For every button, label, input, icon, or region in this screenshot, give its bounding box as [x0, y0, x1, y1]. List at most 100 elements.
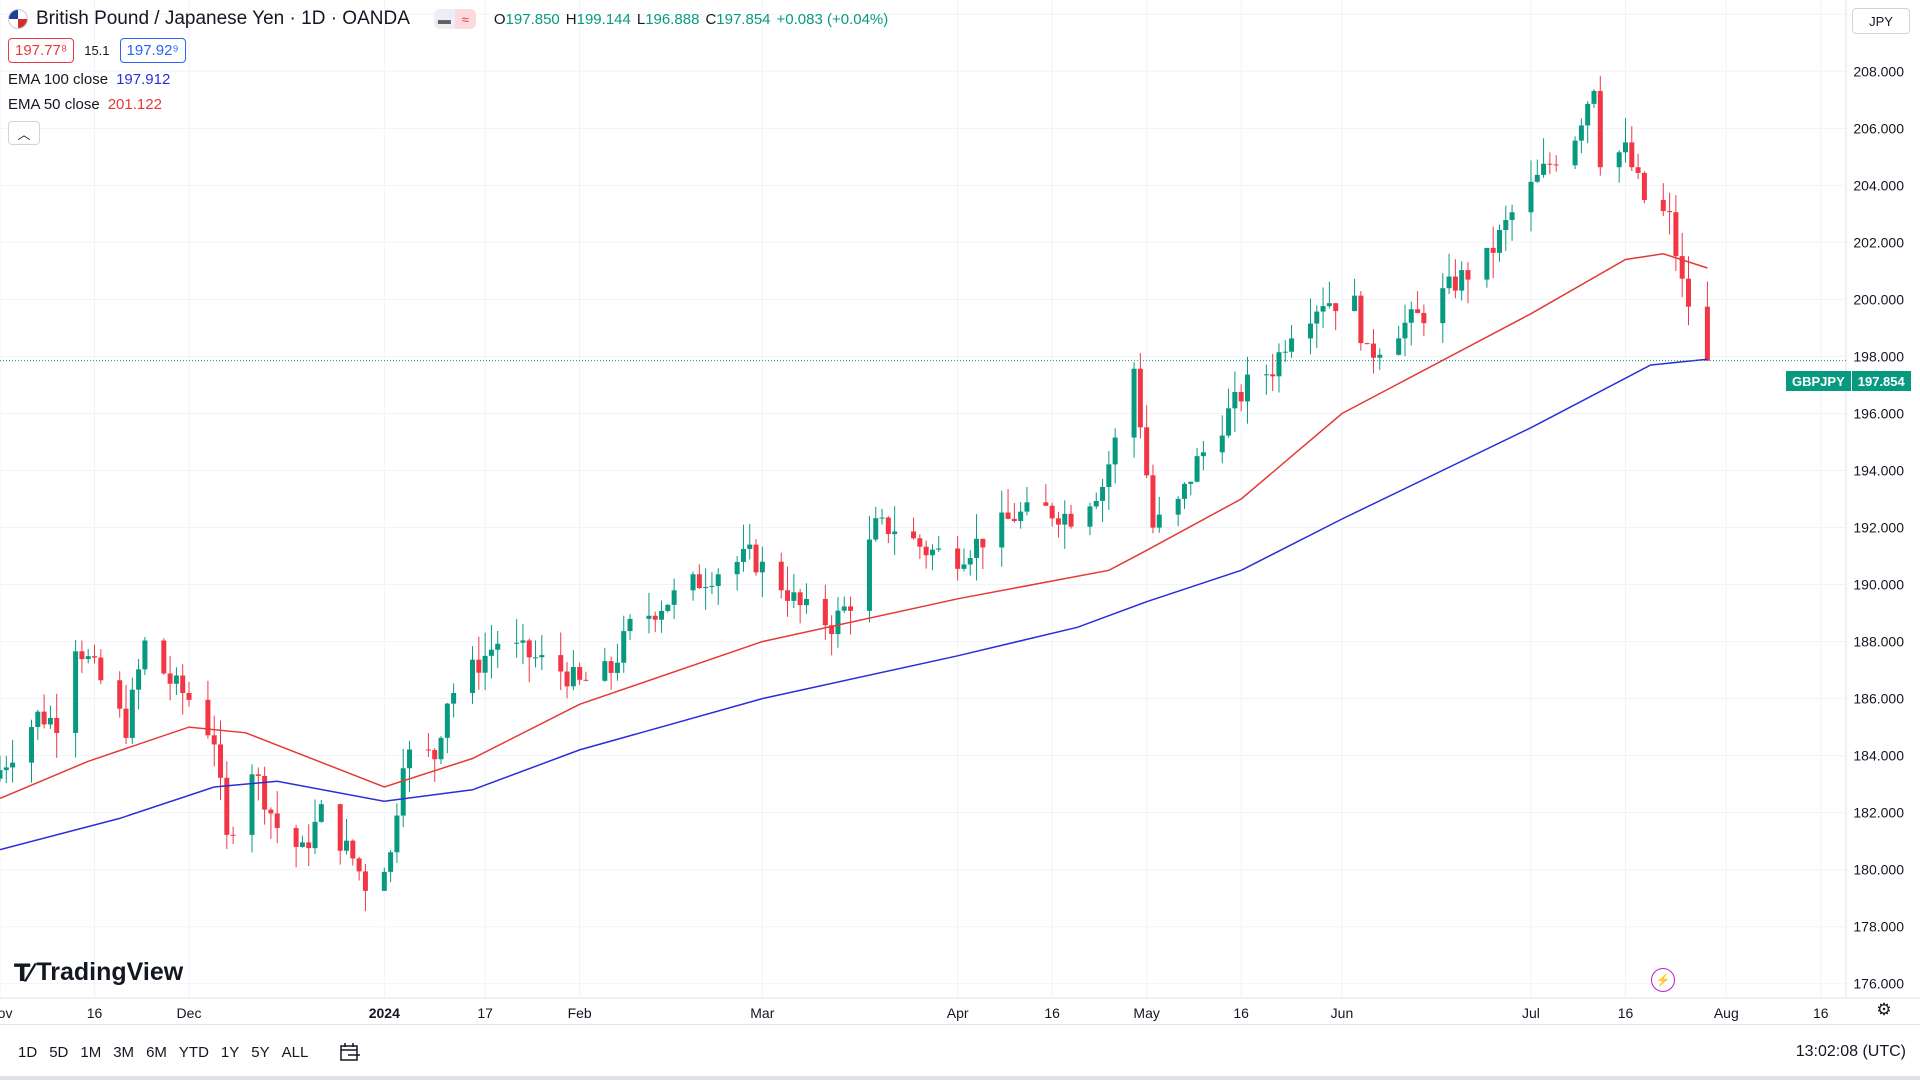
candle-up: [892, 531, 898, 535]
ema100-value: 197.912: [116, 71, 171, 88]
candle-up: [495, 643, 501, 650]
collapse-legend-button[interactable]: ︿: [8, 121, 40, 145]
candle-down: [1629, 142, 1635, 168]
ema50-label: EMA 50 close: [8, 96, 100, 113]
ema50-legend[interactable]: EMA 50 close 201.122: [8, 96, 888, 113]
candle-up: [3, 767, 9, 771]
candle-down: [785, 590, 791, 601]
timeframe-3m[interactable]: 3M: [113, 1043, 135, 1061]
time-axis-labels[interactable]: Nov 16 Dec 2024 17 Feb Mar Apr 16 May 16 Jun Jul 16 Au…: [0, 1005, 1829, 1021]
candle-down: [1452, 276, 1458, 291]
candle-up: [1484, 247, 1490, 280]
candle-up: [665, 604, 671, 611]
candle-up: [690, 574, 696, 591]
time-tick-label: Mar: [750, 1005, 774, 1021]
timeframe-5d[interactable]: 5D: [49, 1043, 69, 1061]
candle-up: [249, 774, 255, 835]
price-tick-label: 196.000: [1853, 405, 1904, 421]
candle-up: [873, 518, 879, 540]
open-label: O: [493, 10, 506, 28]
time-tick-label: 16: [1044, 1005, 1060, 1021]
price-tick-label: 178.000: [1853, 919, 1904, 935]
candle-up: [1093, 500, 1099, 507]
candle-up: [967, 558, 973, 565]
candle-up: [1024, 502, 1030, 512]
ema100-label: EMA 100 close: [8, 71, 109, 88]
timeframe-ytd[interactable]: YTD: [178, 1043, 209, 1061]
price-tick-label: 208.000: [1853, 63, 1904, 79]
price-axis-labels[interactable]: 176.000 178.000 180.000 182.000 184.000 186.0…: [1853, 6, 1904, 991]
timeframe-1m[interactable]: 1M: [80, 1043, 102, 1061]
price-tick-label: 190.000: [1853, 577, 1904, 593]
candle-up: [1219, 435, 1225, 453]
candle-up: [929, 549, 935, 556]
candle-up: [1175, 498, 1181, 515]
sell-price-button[interactable]: 197.77⁸: [8, 38, 75, 63]
minus-icon[interactable]: ▬: [433, 9, 455, 29]
candle-down: [1673, 212, 1679, 257]
candle-down: [425, 749, 431, 751]
candle-down: [92, 656, 98, 658]
timeframe-1y[interactable]: 1Y: [220, 1043, 240, 1061]
time-tick-label: Nov: [0, 1005, 12, 1021]
candle-down: [54, 717, 60, 733]
timeframe-5y[interactable]: 5Y: [251, 1043, 270, 1061]
time-tick-label: 2024: [369, 1005, 400, 1021]
time-tick-label: May: [1133, 1005, 1159, 1021]
timeframe-all[interactable]: ALL: [281, 1043, 309, 1061]
candle-down: [848, 606, 854, 611]
candle-down: [79, 651, 85, 660]
price-tick-label: 192.000: [1853, 520, 1904, 536]
candle-up: [1112, 437, 1118, 465]
candle-up: [803, 598, 809, 606]
candle-up: [1226, 408, 1232, 436]
last-price-tag: GBPJPY 197.854: [1786, 371, 1911, 391]
candle-down: [753, 544, 759, 573]
candle-up: [866, 539, 872, 611]
candle-up: [1503, 220, 1509, 230]
candle-up: [444, 703, 450, 738]
price-chart[interactable]: 176.000 178.000 180.000 182.000 184.000 186.0…: [0, 0, 1920, 1024]
candle-up: [1232, 391, 1238, 409]
high-value: 199.144: [576, 10, 631, 28]
utc-clock[interactable]: 13:02:08 (UTC): [1795, 1043, 1906, 1060]
tradingview-logo[interactable]: T⁄ TradingView: [14, 958, 183, 987]
time-tick-label: 16: [1813, 1005, 1829, 1021]
price-tick-label: 180.000: [1853, 862, 1904, 878]
price-tick-label: 200.000: [1853, 291, 1904, 307]
timeframe-6m[interactable]: 6M: [146, 1043, 167, 1061]
candle-up: [394, 815, 400, 853]
symbol-title[interactable]: British Pound / Japanese Yen · 1D · OAND…: [36, 8, 410, 29]
candle-down: [1660, 200, 1666, 212]
time-tick-label: Dec: [177, 1005, 202, 1021]
candle-up: [470, 659, 476, 694]
timeframe-1d[interactable]: 1D: [18, 1043, 38, 1061]
candle-down: [293, 828, 299, 847]
wave-icon[interactable]: ≈: [454, 9, 476, 29]
currency-selector[interactable]: JPY: [1852, 8, 1910, 34]
candle-up: [1616, 152, 1622, 168]
gear-icon[interactable]: ⚙: [1876, 1000, 1892, 1019]
calendar-icon[interactable]: [338, 1041, 362, 1063]
candle-up: [602, 661, 608, 681]
candle-down: [211, 735, 217, 745]
candle-up: [47, 717, 53, 725]
ema100-legend[interactable]: EMA 100 close 197.912: [8, 71, 888, 88]
legend-toggle[interactable]: ▬ ≈: [433, 9, 476, 29]
candle-up: [646, 615, 652, 619]
time-tick-label: Aug: [1714, 1005, 1739, 1021]
candle-up: [129, 689, 135, 738]
candle-up: [709, 585, 715, 587]
candle-up: [73, 651, 79, 733]
candle-up: [488, 649, 494, 656]
price-tag-symbol: GBPJPY: [1786, 371, 1851, 391]
candles: [0, 75, 1710, 912]
candle-up: [1131, 368, 1137, 438]
lightning-icon[interactable]: ⚡: [1651, 968, 1675, 992]
candle-up: [1188, 481, 1194, 484]
buy-price-button[interactable]: 197.92⁹: [119, 38, 186, 63]
candle-down: [696, 574, 702, 589]
candle-up: [1496, 229, 1502, 253]
candle-up: [747, 544, 753, 549]
candle-up: [1244, 374, 1250, 402]
